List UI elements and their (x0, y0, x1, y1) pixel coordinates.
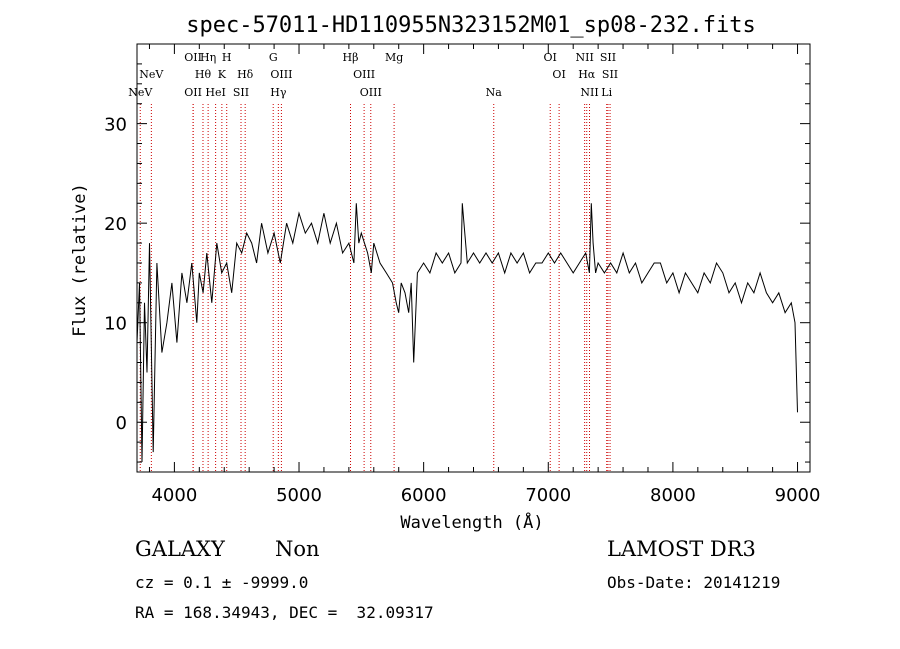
x-tick-label: 7000 (525, 485, 571, 506)
line-label: OIII (353, 68, 375, 81)
redshift-readout: cz = 0.1 ± -9999.0 (135, 573, 309, 592)
line-label: Hγ (270, 86, 287, 99)
x-tick-label: 5000 (276, 485, 322, 506)
line-label: OIII (360, 86, 382, 99)
line-label: Na (486, 86, 503, 99)
line-label: NeV (139, 68, 164, 81)
line-label: Hθ (195, 68, 212, 81)
line-label: Li (601, 86, 612, 99)
line-label: OII (184, 51, 202, 64)
line-label: OI (544, 51, 557, 64)
x-tick-label: 4000 (151, 485, 197, 506)
chart-title: spec-57011-HD110955N323152M01_sp08-232.f… (186, 13, 756, 38)
y-tick-label: 20 (104, 214, 127, 235)
x-axis-label: Wavelength (Å) (400, 511, 543, 533)
line-label: HeI (205, 86, 225, 99)
coordinates: RA = 168.34943, DEC = 32.09317 (135, 603, 434, 622)
line-label: NeV (128, 86, 153, 99)
line-label: SII (602, 68, 618, 81)
line-label: NII (580, 86, 598, 99)
line-label: OIII (270, 68, 292, 81)
obs-date: Obs-Date: 20141219 (607, 573, 781, 592)
axes: 4000 5000 6000 7000 8000 9000 0 10 20 30 (104, 43, 821, 506)
y-tick-label: 0 (116, 413, 127, 434)
line-label: G (269, 51, 278, 64)
line-label: Mg (385, 51, 403, 64)
spectrum-line (136, 203, 798, 463)
spectrum-chart: spec-57011-HD110955N323152M01_sp08-232.f… (70, 13, 821, 533)
object-class: GALAXY (135, 537, 225, 561)
line-label: Hη (200, 51, 216, 64)
line-label: OI (552, 68, 565, 81)
line-label: K (218, 68, 227, 81)
line-label: NII (575, 51, 593, 64)
plot-frame (136, 43, 811, 473)
line-label: H (222, 51, 232, 64)
line-label: SII (233, 86, 249, 99)
line-label: Hβ (343, 51, 359, 64)
x-tick-label: 8000 (650, 485, 696, 506)
x-tick-label: 9000 (775, 485, 821, 506)
y-tick-label: 30 (104, 115, 127, 136)
y-axis-label: Flux (relative) (70, 183, 90, 337)
line-label: Hδ (237, 68, 254, 81)
object-subclass: Non (275, 537, 320, 561)
survey-name: LAMOST DR3 (607, 537, 756, 561)
line-label: SII (600, 51, 616, 64)
line-label: OII (184, 86, 202, 99)
y-tick-label: 10 (104, 314, 127, 335)
x-tick-label: 6000 (401, 485, 447, 506)
line-label: Hα (578, 68, 596, 81)
